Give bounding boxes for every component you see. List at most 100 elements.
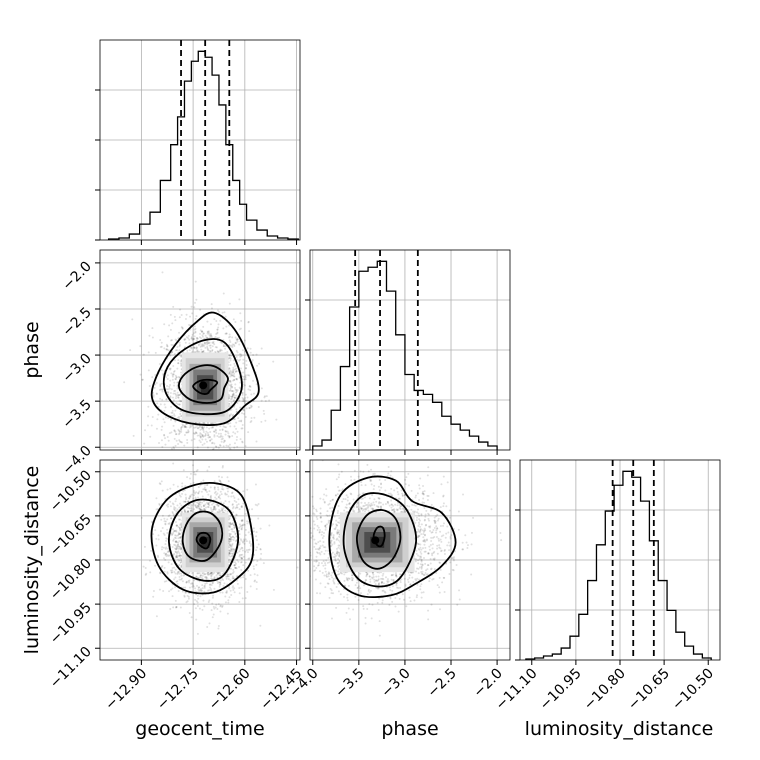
sample-point xyxy=(197,491,200,494)
sample-point xyxy=(228,339,231,342)
sample-point xyxy=(198,434,201,437)
sample-point xyxy=(423,490,426,493)
sample-point xyxy=(228,560,231,563)
sample-point xyxy=(159,483,162,486)
sample-point xyxy=(249,404,252,407)
sample-point xyxy=(224,493,227,496)
sample-point xyxy=(189,494,192,497)
sample-point xyxy=(172,462,175,465)
sample-point xyxy=(234,370,237,373)
sample-point xyxy=(176,573,179,576)
sample-point xyxy=(172,530,175,533)
sample-point xyxy=(172,538,175,541)
sample-point xyxy=(157,405,160,408)
sample-point xyxy=(235,410,238,413)
sample-point xyxy=(217,446,220,449)
sample-point xyxy=(231,346,234,349)
sample-point xyxy=(208,344,211,347)
sample-point xyxy=(231,397,234,400)
sample-point xyxy=(243,378,246,381)
sample-point xyxy=(275,418,278,421)
sample-point xyxy=(171,322,174,325)
sample-point xyxy=(232,371,235,374)
sample-point xyxy=(236,358,239,361)
sample-point xyxy=(176,391,179,394)
sample-point xyxy=(179,441,182,444)
sample-point xyxy=(229,375,232,378)
sample-point xyxy=(213,508,216,511)
sample-point xyxy=(227,396,230,399)
sample-point xyxy=(179,561,182,564)
sample-point xyxy=(174,544,177,547)
sample-point xyxy=(204,573,207,576)
sample-point xyxy=(218,435,221,438)
sample-point xyxy=(228,538,231,541)
sample-point xyxy=(175,540,178,543)
sample-point xyxy=(242,362,245,365)
sample-point xyxy=(238,550,241,553)
sample-point xyxy=(310,531,313,534)
sample-point xyxy=(212,605,215,608)
sample-point xyxy=(147,351,150,354)
sample-point xyxy=(229,555,232,558)
sample-point xyxy=(206,345,209,348)
sample-point xyxy=(222,441,225,444)
sample-point xyxy=(167,391,170,394)
sample-point xyxy=(228,544,231,547)
sample-point xyxy=(253,580,256,583)
sample-point xyxy=(245,367,248,370)
sample-point xyxy=(214,428,217,431)
sample-point xyxy=(174,349,177,352)
sample-point xyxy=(248,330,251,333)
sample-point xyxy=(243,384,246,387)
sample-point xyxy=(231,343,234,346)
sample-point xyxy=(229,369,232,372)
sample-point xyxy=(186,594,189,597)
sample-point xyxy=(205,484,208,487)
sample-point xyxy=(209,572,212,575)
sample-point xyxy=(216,581,219,584)
sample-point xyxy=(234,336,237,339)
sample-point xyxy=(225,325,228,328)
sample-point xyxy=(184,591,187,594)
sample-point xyxy=(203,442,206,445)
sample-point xyxy=(330,592,333,595)
sample-point xyxy=(234,391,237,394)
sample-point xyxy=(239,381,242,384)
contour-line xyxy=(178,364,229,404)
sample-point xyxy=(246,374,249,377)
sample-point xyxy=(191,504,194,507)
sample-point xyxy=(200,427,203,430)
sample-point xyxy=(233,566,236,569)
sample-point xyxy=(218,584,221,587)
sample-point xyxy=(174,359,177,362)
sample-point xyxy=(229,389,232,392)
sample-point xyxy=(189,346,192,349)
sample-point xyxy=(185,336,188,339)
sample-point xyxy=(222,345,225,348)
mode-marker xyxy=(199,536,208,545)
sample-point xyxy=(191,424,194,427)
sample-point xyxy=(199,484,202,487)
sample-point xyxy=(235,370,238,373)
sample-point xyxy=(234,321,237,324)
sample-point xyxy=(160,388,163,391)
sample-point xyxy=(240,569,243,572)
sample-point xyxy=(191,584,194,587)
sample-point xyxy=(223,426,226,429)
sample-point xyxy=(198,505,201,508)
sample-point xyxy=(216,350,219,353)
sample-point xyxy=(226,575,229,578)
sample-point xyxy=(204,576,207,579)
sample-point xyxy=(219,610,222,613)
sample-point xyxy=(193,508,196,511)
sample-point xyxy=(231,491,234,494)
sample-point xyxy=(235,338,238,341)
sample-point xyxy=(208,332,211,335)
sample-point xyxy=(202,332,205,335)
sample-point xyxy=(180,504,183,507)
sample-point xyxy=(166,345,169,348)
sample-point xyxy=(165,539,168,542)
sample-point xyxy=(228,524,231,527)
sample-point xyxy=(166,344,169,347)
